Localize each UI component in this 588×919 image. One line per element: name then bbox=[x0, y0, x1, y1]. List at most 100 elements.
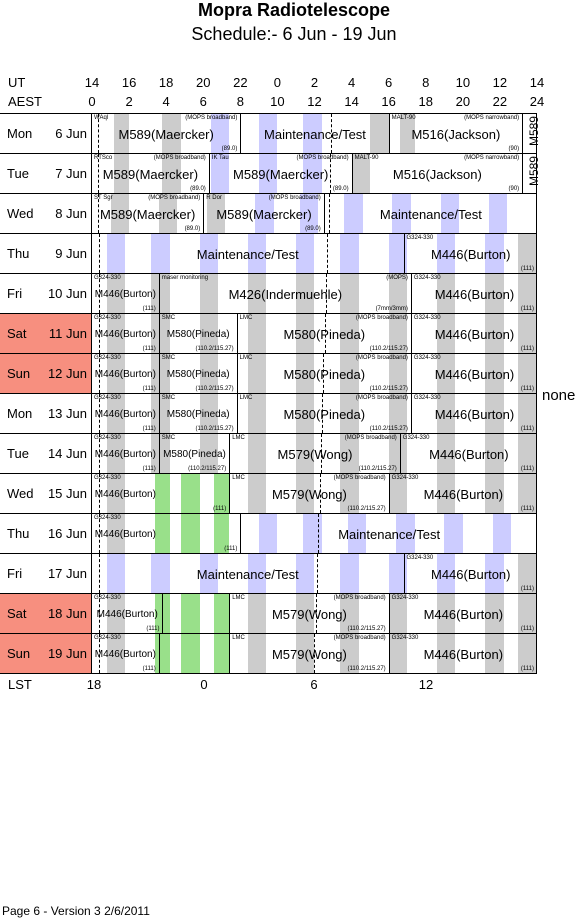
project-label: M579(Wong) bbox=[271, 487, 347, 502]
schedule-block[interactable]: M446(Burton) G324-330 (111) bbox=[388, 474, 537, 513]
schedule-block[interactable]: M446(Burton) G324-330 (111) bbox=[399, 434, 537, 473]
schedule-block[interactable]: M446(Burton) G324-330 (111) bbox=[410, 274, 537, 313]
schedule-block[interactable]: M589 bbox=[522, 114, 541, 153]
project-label: M580(Pineda) bbox=[163, 449, 226, 460]
schedule-block[interactable]: M446(Burton) G324-330 (111) bbox=[92, 474, 229, 513]
schedule-block[interactable]: M446(Burton) G324-330 (111) bbox=[92, 634, 159, 673]
schedule-grid: Mon 6 Jun M589(Maercker) WAql (MOPS broadban… bbox=[0, 113, 541, 674]
source-label: WAql bbox=[94, 115, 109, 121]
grey-band bbox=[388, 314, 408, 353]
source-label: SMC bbox=[161, 355, 176, 361]
schedule-block[interactable]: M446(Burton) G324-330 (111) bbox=[92, 394, 159, 433]
ut-tick: 0 bbox=[273, 75, 282, 90]
grey-band bbox=[340, 434, 359, 473]
backend-label: (MOPS narrowband) bbox=[464, 155, 520, 161]
grey-band bbox=[199, 354, 219, 393]
schedule-block[interactable]: M589 bbox=[522, 154, 541, 193]
project-label: M446(Burton) bbox=[431, 567, 511, 582]
day-of-week: Wed bbox=[7, 486, 34, 501]
blue-band bbox=[347, 514, 367, 553]
day-row: Fri 17 Jun Maintenance/Test M446(Burton) G32… bbox=[0, 553, 537, 593]
grey-band bbox=[485, 434, 504, 473]
schedule-block[interactable]: M579(Wong) LMC (MOPS broadband) (110.2/115.… bbox=[229, 594, 388, 633]
day-row: Sat 18 Jun M446(Burton) G324-330 (111) M579(W… bbox=[0, 593, 537, 633]
lst-marker-line bbox=[323, 354, 325, 393]
schedule-block[interactable]: M580(Pineda) LMC (MOPS broadband) (110.2/11… bbox=[236, 394, 411, 433]
schedule-block[interactable]: M446(Burton) G324-330 (111) bbox=[92, 434, 159, 473]
day-label: Sat 11 Jun bbox=[0, 314, 92, 353]
ut-tick: 16 bbox=[121, 75, 137, 90]
day-row: Sat 11 Jun M446(Burton) G324-330 (111) M580(P… bbox=[0, 313, 537, 353]
schedule-block[interactable]: M446(Burton) G324-330 (111) bbox=[92, 274, 159, 313]
source-label: G324-330 bbox=[413, 275, 441, 281]
schedule-block[interactable]: M446(Burton) G324-330 (111) bbox=[410, 354, 537, 393]
schedule-block[interactable]: M446(Burton) G324-330 (111) bbox=[92, 514, 240, 553]
schedule-block[interactable]: M516(Jackson) MALT-90 (MOPS narrowband) (90… bbox=[351, 154, 523, 193]
schedule-block[interactable]: M446(Burton) G324-330 (111) bbox=[92, 354, 159, 393]
day-date: 11 Jun bbox=[48, 326, 87, 341]
schedule-block[interactable]: Maintenance/Test bbox=[323, 194, 537, 233]
schedule-block[interactable]: M580(Pineda) LMC (MOPS broadband) (110.2/11… bbox=[236, 354, 411, 393]
schedule-block[interactable]: Maintenance/Test bbox=[92, 554, 404, 593]
schedule-block[interactable]: Maintenance/Test bbox=[240, 514, 537, 553]
schedule-block[interactable]: M580(Pineda) SMC (110.2/115.27) bbox=[158, 354, 237, 393]
schedule-block[interactable]: M446(Burton) G324-330 (111) bbox=[92, 314, 159, 353]
schedule-block[interactable]: M426(Indermuehle) maser monitoring (MOPS) (… bbox=[158, 274, 411, 313]
lst-marker-line bbox=[99, 354, 101, 393]
day-row: Tue 14 Jun M446(Burton) G324-330 (111) M580(P… bbox=[0, 433, 537, 473]
green-band bbox=[214, 514, 230, 553]
day-date: 17 Jun bbox=[47, 566, 87, 581]
schedule-block[interactable]: M580(Pineda) SMC (110.2/115.27) bbox=[158, 434, 229, 473]
day-date: 18 Jun bbox=[47, 606, 87, 621]
schedule-block[interactable]: M580(Pineda) SMC (110.2/115.27) bbox=[158, 394, 237, 433]
lst-tick: 0 bbox=[200, 677, 208, 692]
schedule-block[interactable]: M516(Jackson) MALT-90 (MOPS narrowband) (90… bbox=[388, 114, 523, 153]
schedule-block[interactable]: M446(Burton) G324-330 (111) bbox=[388, 594, 537, 633]
schedule-block[interactable]: M446(Burton) G324-330 (111) bbox=[403, 234, 538, 273]
source-label: G324-330 bbox=[94, 275, 121, 281]
schedule-block[interactable]: M589(Maercker) R Dor (MOPS broadband) (89.0… bbox=[203, 194, 324, 233]
schedule-block[interactable]: M579(Wong) LMC (MOPS broadband) (110.2/115.… bbox=[229, 474, 388, 513]
source-label: LMC bbox=[232, 635, 245, 641]
schedule-block[interactable]: M589(Maercker) ST Sgr (MOPS broadband) (89.… bbox=[92, 194, 203, 233]
frequency-label: (89.0) bbox=[221, 146, 238, 152]
grey-band bbox=[106, 274, 126, 313]
day-of-week: Mon bbox=[7, 126, 33, 141]
source-label: G324-330 bbox=[402, 435, 430, 441]
grey-band bbox=[106, 354, 126, 393]
schedule-block[interactable]: M589(Maercker) WAql (MOPS broadband) (89.0) bbox=[92, 114, 240, 153]
project-label: M589(Maercker) bbox=[233, 167, 329, 182]
project-label: Maintenance/Test bbox=[196, 247, 299, 262]
schedule-block[interactable]: M579(Wong) LMC (MOPS broadband) (110.2/115.… bbox=[229, 634, 388, 673]
schedule-block[interactable]: M446(Burton) G324-330 (111) bbox=[410, 394, 537, 433]
schedule-block[interactable]: M446(Burton) G324-330 (111) bbox=[410, 314, 537, 353]
schedule-block[interactable] bbox=[158, 634, 229, 673]
lst-marker-line bbox=[99, 554, 101, 593]
day-timeline: M446(Burton) G324-330 (111) M580(Pineda) SMC… bbox=[92, 394, 537, 433]
schedule-block[interactable]: M589(Maercker) IK Tau (MOPS broadband) (89.… bbox=[208, 154, 352, 193]
schedule-block[interactable]: M579(Wong) LMC (MOPS broadband) (110.2/115.… bbox=[229, 434, 400, 473]
lst-axis: LST 18 0 6 12 bbox=[0, 677, 588, 693]
source-label: R Dor bbox=[206, 195, 222, 201]
frequency-label: (110.2/115.27) bbox=[369, 426, 408, 432]
grey-band bbox=[370, 114, 389, 153]
blue-band bbox=[106, 234, 126, 273]
day-label: Sun 19 Jun bbox=[0, 634, 92, 673]
day-label: Thu 9 Jun bbox=[0, 234, 92, 273]
blue-band bbox=[258, 114, 278, 153]
schedule-block[interactable]: M589(Maercker) RTSco (MOPS broadband) (89.0… bbox=[92, 154, 209, 193]
schedule-block[interactable]: Maintenance/Test bbox=[240, 114, 388, 153]
frequency-label: (111) bbox=[520, 586, 534, 592]
schedule-block[interactable] bbox=[162, 594, 229, 633]
schedule-block[interactable]: Maintenance/Test bbox=[92, 234, 404, 273]
schedule-block[interactable]: M580(Pineda) SMC (110.2/115.27) bbox=[158, 314, 237, 353]
grey-band bbox=[295, 474, 315, 513]
frequency-label: (110.2/115.27) bbox=[347, 506, 386, 512]
schedule-block[interactable]: M446(Burton) G324-330 (111) bbox=[92, 594, 162, 633]
schedule-block[interactable]: M446(Burton) G324-330 (111) bbox=[388, 634, 537, 673]
schedule-block[interactable]: M446(Burton) G324-330 (111) bbox=[403, 554, 538, 593]
schedule-block[interactable]: M580(Pineda) LMC (MOPS broadband) (110.2/11… bbox=[236, 314, 411, 353]
project-label: M580(Pineda) bbox=[166, 329, 230, 340]
green-band bbox=[181, 634, 200, 673]
frequency-label: (111) bbox=[142, 386, 156, 392]
